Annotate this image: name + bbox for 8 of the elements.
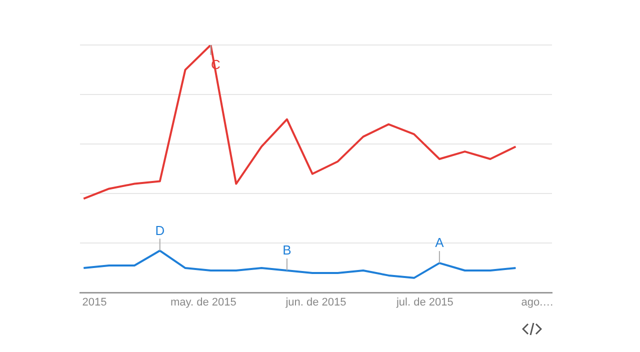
annotation: D — [155, 222, 165, 238]
annotation: A — [435, 235, 444, 250]
x-tick-label: jun. de 2015 — [284, 296, 346, 308]
annotation: B — [282, 242, 292, 258]
x-tick-label: jul. de 2015 — [395, 296, 454, 308]
x-tick-label: ago.… — [521, 296, 554, 308]
x-tick-label: 2015 — [82, 296, 107, 308]
x-tick-label: may. de 2015 — [170, 296, 236, 308]
